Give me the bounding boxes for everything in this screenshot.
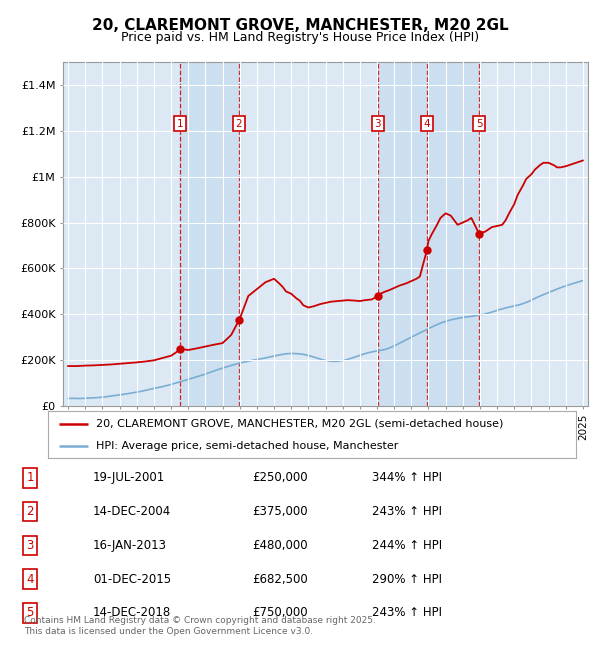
Text: 4: 4 [26, 573, 34, 586]
Text: 3: 3 [26, 539, 34, 552]
Text: 2: 2 [236, 119, 242, 129]
Text: 5: 5 [476, 119, 482, 129]
Text: HPI: Average price, semi-detached house, Manchester: HPI: Average price, semi-detached house,… [95, 441, 398, 451]
Text: 5: 5 [26, 606, 34, 619]
Bar [377, 62, 427, 406]
Text: £750,000: £750,000 [252, 606, 308, 619]
Text: 14-DEC-2004: 14-DEC-2004 [93, 505, 171, 518]
Text: 243% ↑ HPI: 243% ↑ HPI [372, 606, 442, 619]
Bar [181, 62, 239, 406]
Text: 344% ↑ HPI: 344% ↑ HPI [372, 471, 442, 484]
Text: 290% ↑ HPI: 290% ↑ HPI [372, 573, 442, 586]
Text: £480,000: £480,000 [252, 539, 308, 552]
Text: 243% ↑ HPI: 243% ↑ HPI [372, 505, 442, 518]
Text: £250,000: £250,000 [252, 471, 308, 484]
Text: £375,000: £375,000 [252, 505, 308, 518]
Text: 1: 1 [26, 471, 34, 484]
Text: 4: 4 [424, 119, 430, 129]
Text: 19-JUL-2001: 19-JUL-2001 [93, 471, 165, 484]
Text: 14-DEC-2018: 14-DEC-2018 [93, 606, 171, 619]
Text: Price paid vs. HM Land Registry's House Price Index (HPI): Price paid vs. HM Land Registry's House … [121, 31, 479, 44]
Text: 20, CLAREMONT GROVE, MANCHESTER, M20 2GL: 20, CLAREMONT GROVE, MANCHESTER, M20 2GL [92, 18, 508, 32]
Text: 16-JAN-2013: 16-JAN-2013 [93, 539, 167, 552]
Text: Contains HM Land Registry data © Crown copyright and database right 2025.
This d: Contains HM Land Registry data © Crown c… [24, 616, 376, 636]
Text: 244% ↑ HPI: 244% ↑ HPI [372, 539, 442, 552]
Text: £682,500: £682,500 [252, 573, 308, 586]
Bar [427, 62, 479, 406]
Text: 01-DEC-2015: 01-DEC-2015 [93, 573, 171, 586]
Text: 20, CLAREMONT GROVE, MANCHESTER, M20 2GL (semi-detached house): 20, CLAREMONT GROVE, MANCHESTER, M20 2GL… [95, 419, 503, 428]
Text: 2: 2 [26, 505, 34, 518]
Text: 1: 1 [177, 119, 184, 129]
Text: 3: 3 [374, 119, 381, 129]
